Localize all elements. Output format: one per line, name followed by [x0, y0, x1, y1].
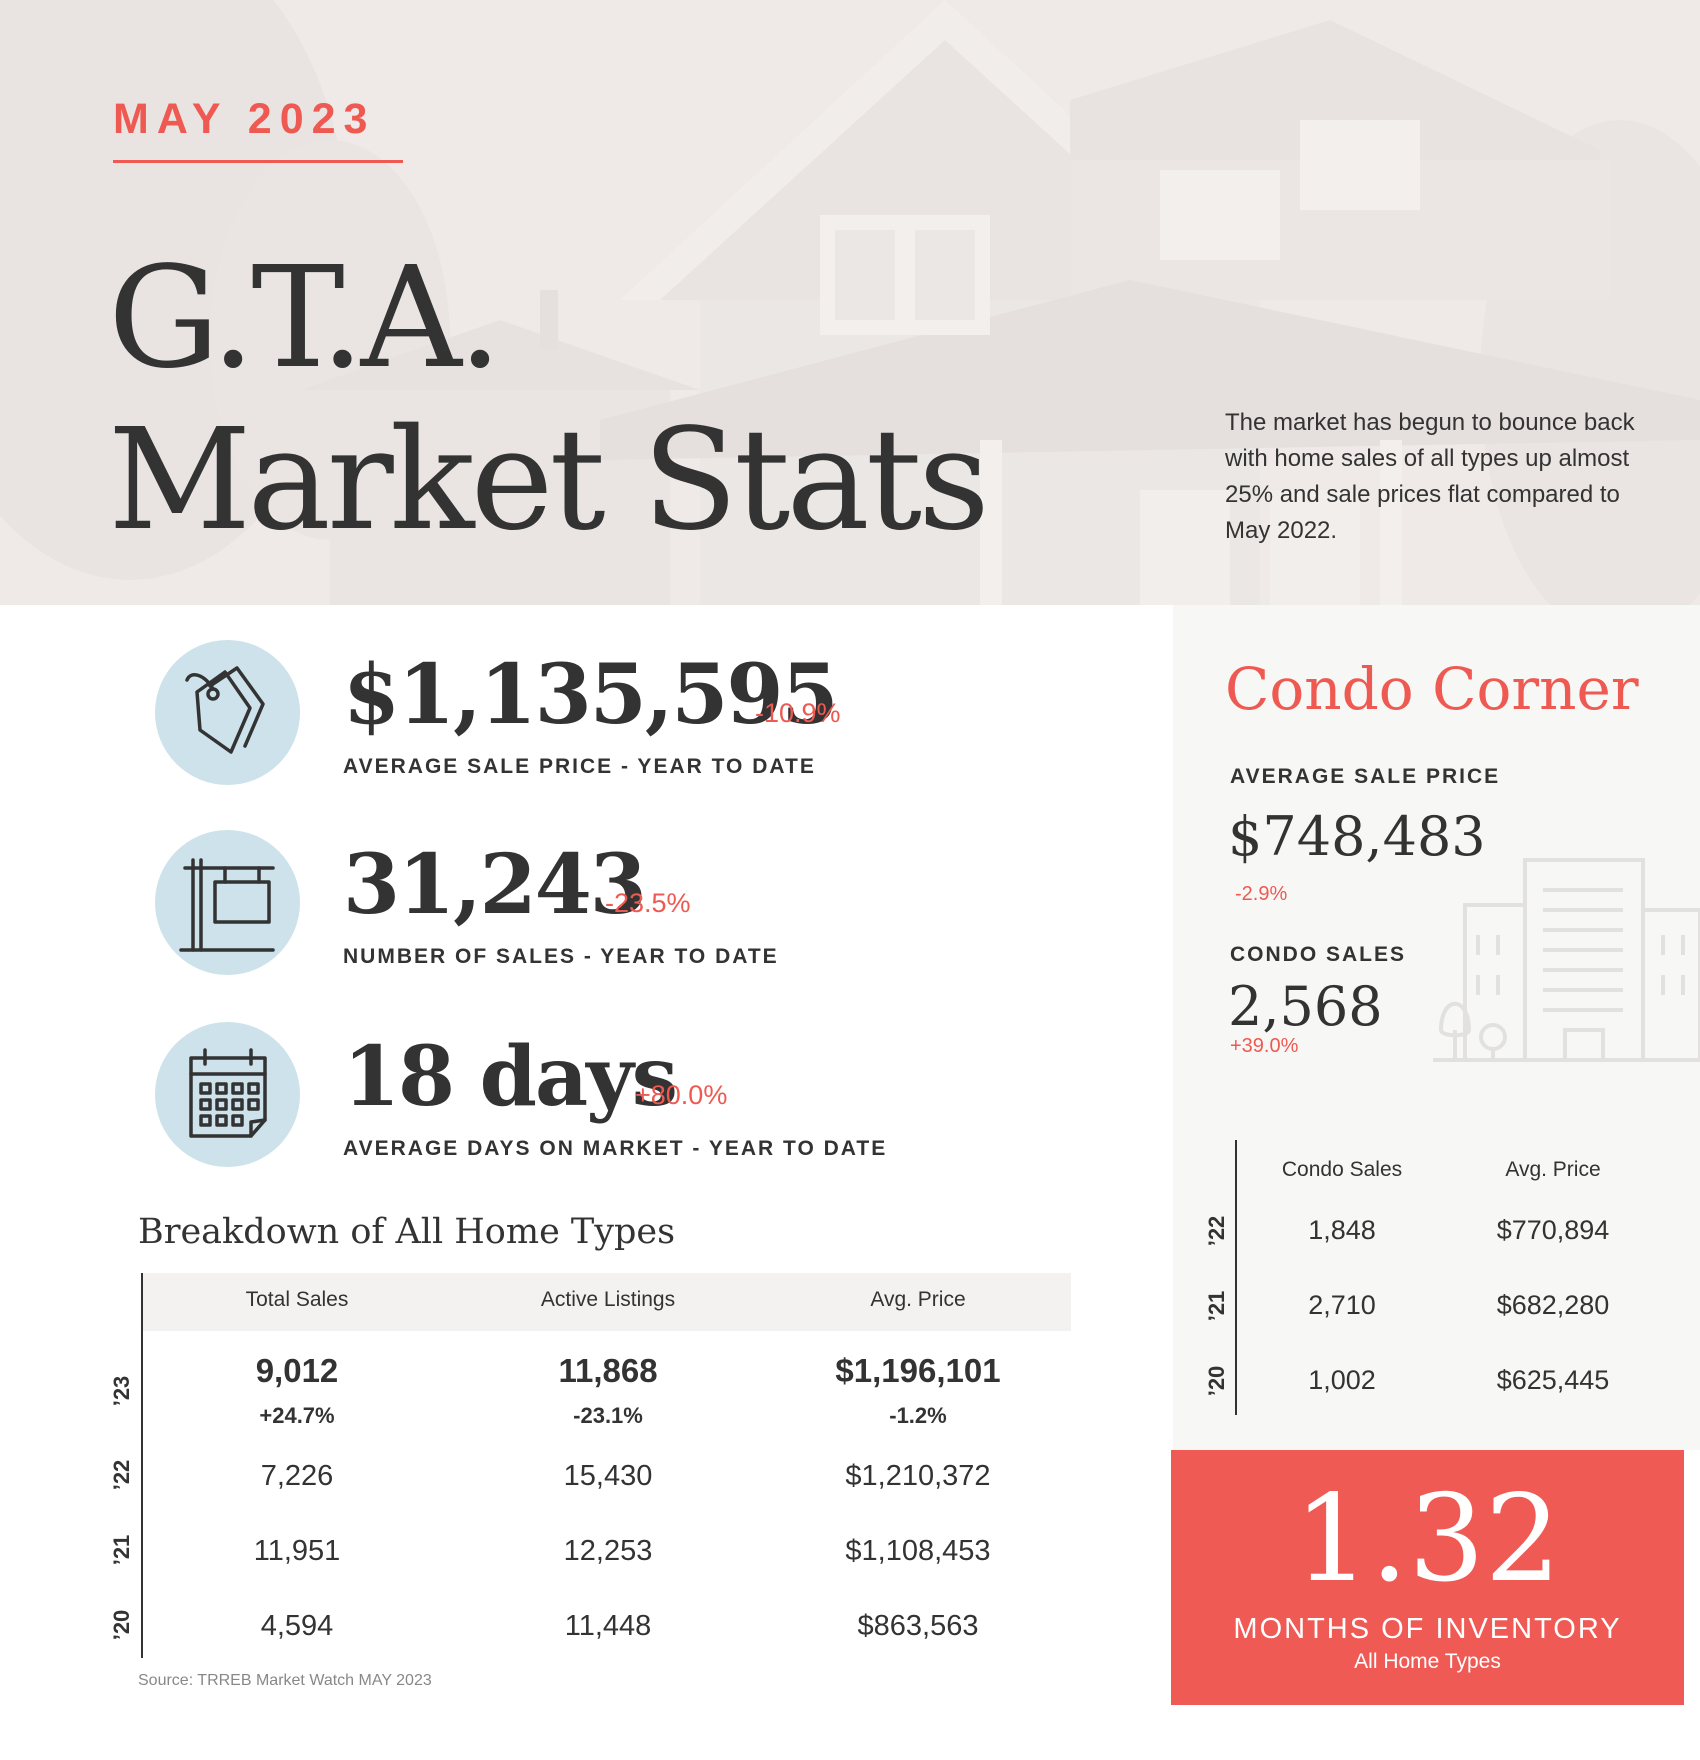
row-year-label: ’21	[109, 1534, 134, 1566]
source-note: Source: TRREB Market Watch MAY 2023	[138, 1672, 432, 1689]
column-header-condo-avg-price: Avg. Price	[1505, 1158, 1601, 1181]
table-cell: 7,226	[260, 1460, 334, 1492]
table-cell: $682,280	[1496, 1290, 1610, 1320]
months-of-inventory-box: 1.32 MONTHS OF INVENTORY All Home Types	[1171, 1450, 1684, 1705]
stat-value: 31,243	[343, 837, 647, 933]
condo-building-illustration	[1433, 858, 1700, 1062]
table-cell: $1,196,101	[835, 1352, 1001, 1389]
column-header-total-sales: Total Sales	[245, 1288, 349, 1311]
breakdown-table-header	[142, 1273, 1071, 1331]
column-header-avg-price: Avg. Price	[870, 1288, 966, 1311]
table-cell: 11,448	[564, 1610, 652, 1642]
table-cell: 11,868	[558, 1352, 658, 1389]
report-month: MAY 2023	[113, 95, 376, 143]
row-year-label: ’21	[1204, 1290, 1229, 1322]
inventory-label: MONTHS OF INVENTORY	[1233, 1613, 1622, 1645]
stat-icon-circle	[155, 830, 300, 975]
breakdown-title: Breakdown of All Home Types	[138, 1212, 676, 1252]
table-cell: 2,710	[1308, 1290, 1376, 1320]
stat-number-of-sales: 31,243 -23.5% NUMBER OF SALES - YEAR TO …	[155, 830, 1155, 975]
row-year-label: ’20	[109, 1609, 134, 1641]
stat-days-on-market: 18 days +80.0% AVERAGE DAYS ON MARKET - …	[155, 1022, 1155, 1167]
stat-average-sale-price: $1,135,595 -10.9% AVERAGE SALE PRICE - Y…	[155, 640, 1155, 785]
column-header-condo-sales: Condo Sales	[1281, 1158, 1403, 1181]
stat-change: +80.0%	[635, 1080, 728, 1110]
intro-text: The market has begun to bounce back with…	[1225, 409, 1635, 544]
calendar-icon	[189, 1048, 267, 1138]
table-cell: 11,951	[253, 1535, 341, 1567]
column-header-active-listings: Active Listings	[540, 1288, 676, 1311]
condo-corner-panel	[1173, 605, 1700, 1450]
stat-change: -10.9%	[755, 698, 841, 728]
stat-icon-circle	[155, 1022, 300, 1167]
condo-avg-price-label: AVERAGE SALE PRICE	[1230, 765, 1501, 788]
title-line-2: Market Stats	[108, 399, 990, 562]
stat-label: AVERAGE SALE PRICE - YEAR TO DATE	[343, 755, 816, 778]
stat-icon-circle	[155, 640, 300, 785]
for-sale-sign-icon	[179, 858, 275, 952]
inventory-value: 1.32	[1293, 1470, 1562, 1609]
condo-sales-change: +39.0%	[1230, 1035, 1299, 1057]
table-cell: 9,012	[255, 1352, 339, 1389]
stat-value: $1,135,595	[343, 647, 839, 743]
stat-label: AVERAGE DAYS ON MARKET - YEAR TO DATE	[343, 1137, 888, 1160]
condo-sales-label: CONDO SALES	[1230, 943, 1407, 966]
table-cell: $625,445	[1496, 1365, 1610, 1395]
table-cell: $1,210,372	[845, 1460, 991, 1492]
table-cell: $1,108,453	[845, 1535, 991, 1567]
stat-change: -23.5%	[605, 888, 691, 918]
row-year-label: ’20	[1204, 1365, 1229, 1397]
row-year-label: ’22	[109, 1459, 134, 1491]
condo-table-divider	[1235, 1140, 1237, 1415]
price-tags-icon	[185, 666, 265, 754]
inventory-sublabel: All Home Types	[1354, 1650, 1501, 1673]
condo-sales: 2,568	[1228, 975, 1383, 1038]
stat-label: NUMBER OF SALES - YEAR TO DATE	[343, 945, 779, 968]
stat-value: 18 days	[343, 1029, 678, 1125]
table-cell: 1,848	[1308, 1215, 1376, 1245]
month-underline	[113, 160, 403, 163]
table-cell: 12,253	[563, 1535, 653, 1567]
condo-corner-title: Condo Corner	[1225, 655, 1639, 723]
table-cell: $770,894	[1496, 1215, 1610, 1245]
table-cell: 15,430	[563, 1460, 653, 1492]
row-year-label: ’23	[109, 1375, 134, 1407]
condo-avg-price: $748,483	[1228, 805, 1486, 868]
title-line-1: G.T.A.	[108, 237, 502, 400]
page-title: G.T.A. Market Stats	[108, 237, 990, 562]
table-cell: 4,594	[260, 1610, 334, 1642]
table-cell-change: -1.2%	[889, 1403, 947, 1428]
hero-banner	[0, 0, 1700, 605]
house-background-image	[0, 0, 1700, 605]
condo-avg-price-change: -2.9%	[1235, 883, 1288, 905]
table-cell: $863,563	[857, 1610, 979, 1642]
row-year-label: ’22	[1204, 1215, 1229, 1247]
breakdown-divider	[141, 1273, 143, 1658]
table-cell: 1,002	[1308, 1365, 1376, 1395]
table-cell-change: +24.7%	[259, 1403, 335, 1428]
table-cell-change: -23.1%	[573, 1403, 643, 1428]
